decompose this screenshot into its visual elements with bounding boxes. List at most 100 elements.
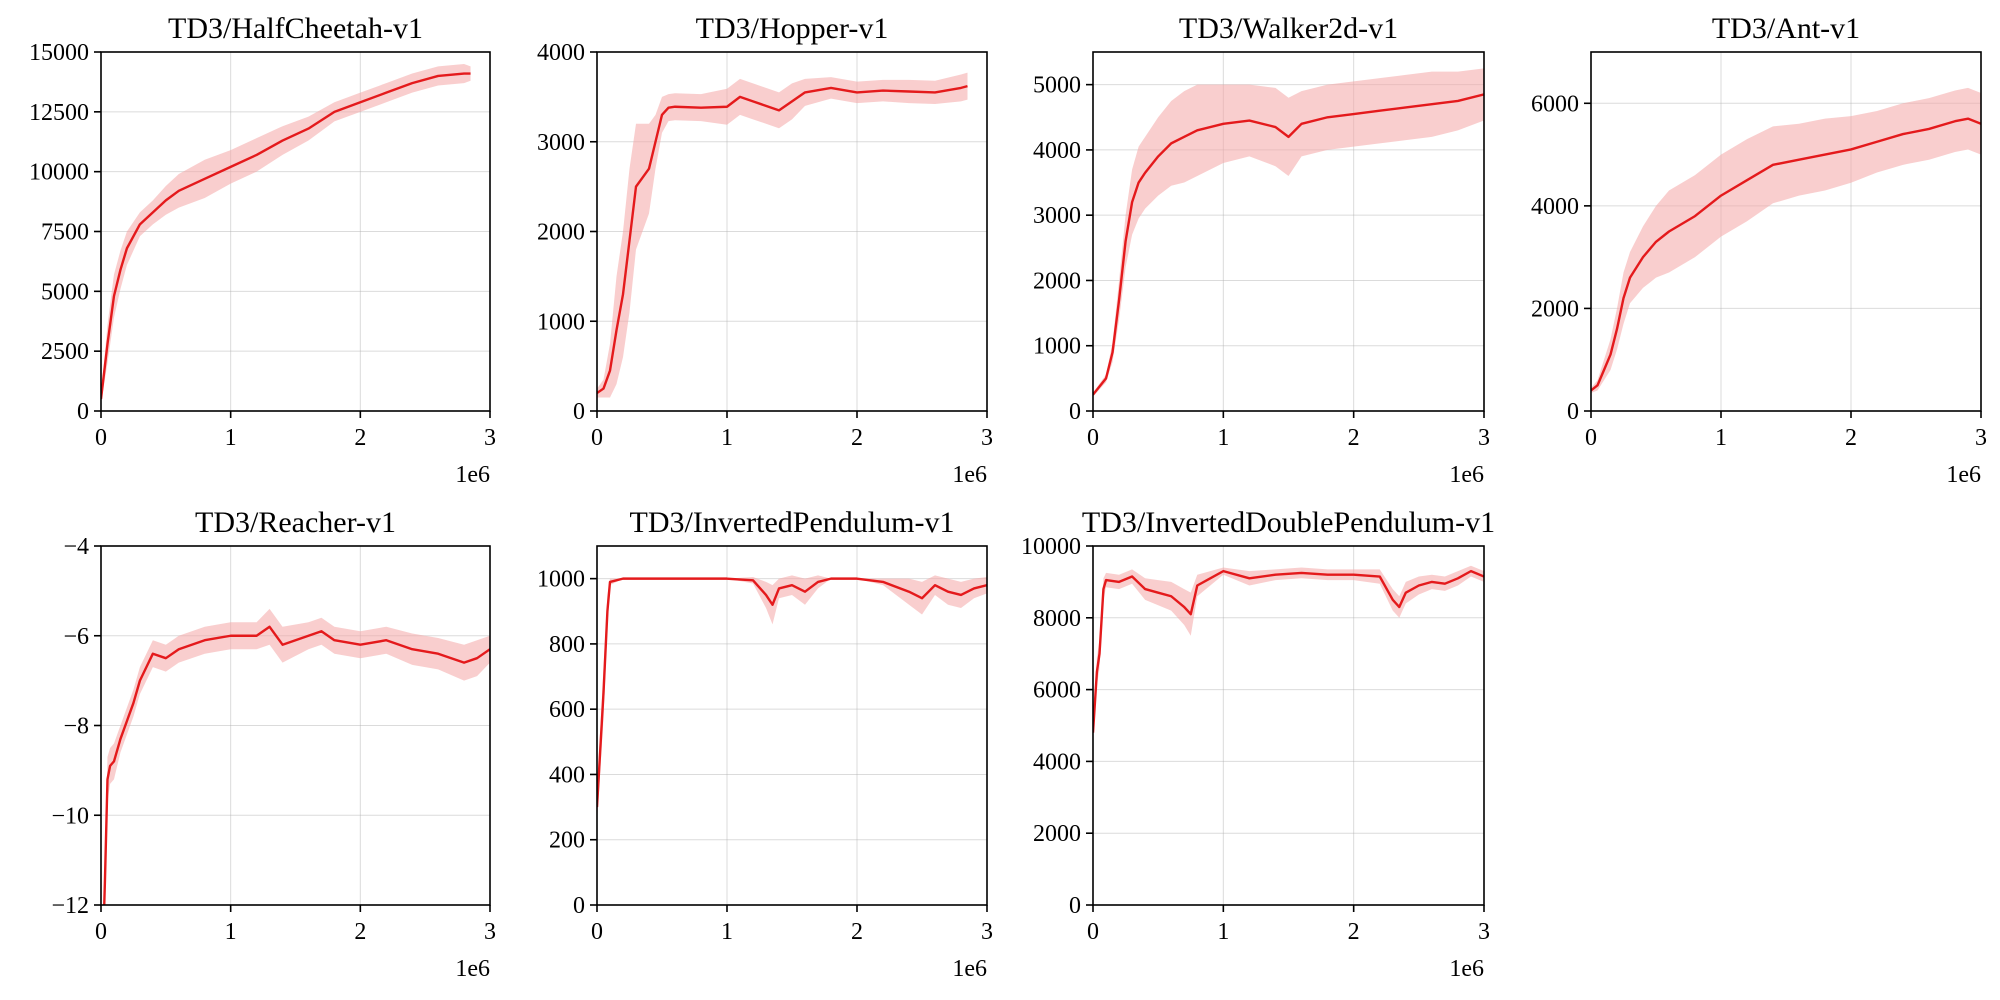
x-tick-label: 0 [591, 919, 603, 945]
chart-title: TD3/HalfCheetah-v1 [168, 12, 423, 45]
x-tick-label: 2 [1348, 919, 1360, 945]
chart-title: TD3/Walker2d-v1 [1179, 12, 1398, 45]
x-tick-label: 3 [1975, 425, 1987, 451]
y-tick-label: −6 [63, 624, 89, 650]
y-tick-label: 10000 [29, 160, 89, 186]
x-tick-label: 3 [484, 919, 496, 945]
chart-panel-3: 0 1 2 3 0 1000 2000 3000 4000 5000 1e6 TD3/Walker2d… [1033, 12, 1490, 488]
chart-panel-2: 0 1 2 3 0 1000 2000 3000 4000 1e6 TD3/Hopper-v1 [537, 12, 993, 488]
y-tick-label: 4000 [1531, 194, 1579, 220]
x-tick-label: 1 [225, 425, 237, 451]
series-line [101, 72, 471, 400]
series-line [1093, 93, 1484, 396]
y-tick-label: 0 [77, 399, 89, 425]
y-tick-label: −12 [51, 893, 89, 919]
x-offset-label: 1e6 [1449, 956, 1484, 982]
chart-title: TD3/Ant-v1 [1712, 12, 1860, 45]
x-tick-label: 1 [1217, 919, 1229, 945]
y-tick-label: 0 [573, 893, 585, 919]
chart-panel-7: 0 1 2 3 0 2000 4000 6000 8000 10000 1e6 TD3/Inverte… [1021, 506, 1495, 982]
y-tick-label: 4000 [1033, 138, 1081, 164]
series-band [1093, 68, 1484, 397]
series-line [1591, 117, 1981, 392]
y-tick-label: 2500 [41, 339, 89, 365]
y-tick-label: 8000 [1033, 606, 1081, 632]
x-offset-label: 1e6 [1946, 462, 1981, 488]
y-tick-label: 2000 [1033, 821, 1081, 847]
series-band [103, 608, 490, 905]
chart-panel-6: 0 1 2 3 0 200 400 600 800 1000 1e6 TD3/InvertedPend… [537, 506, 993, 982]
x-tick-label: 2 [851, 919, 863, 945]
y-tick-label: −8 [63, 714, 89, 740]
x-tick-label: 2 [354, 425, 366, 451]
y-tick-label: 3000 [1033, 203, 1081, 229]
y-tick-label: 200 [549, 828, 585, 854]
chart-panel-4: 0 1 2 3 0 2000 4000 6000 1e6 TD3/Ant-v1 [1531, 12, 1987, 488]
x-tick-label: 3 [484, 425, 496, 451]
plot-frame [596, 545, 988, 906]
y-tick-label: 0 [573, 399, 585, 425]
y-tick-label: 6000 [1531, 91, 1579, 117]
x-tick-label: 2 [354, 919, 366, 945]
y-tick-label: 1000 [537, 309, 585, 335]
y-tick-label: 5000 [41, 279, 89, 305]
x-tick-label: 0 [1087, 919, 1099, 945]
y-tick-label: −4 [63, 534, 89, 560]
x-tick-label: 3 [981, 919, 993, 945]
y-tick-label: −10 [51, 803, 89, 829]
plot-frame [1092, 545, 1485, 906]
y-tick-label: 12500 [29, 100, 89, 126]
x-offset-label: 1e6 [952, 462, 987, 488]
chart-panel-5: 0 1 2 3 −12 −10 −8 −6 −4 1e6 TD3/Reacher-v1 [51, 506, 496, 982]
y-tick-label: 0 [1069, 893, 1081, 919]
chart-title: TD3/InvertedDoublePendulum-v1 [1082, 506, 1495, 539]
x-tick-label: 1 [1217, 425, 1229, 451]
series-band [101, 63, 471, 404]
series-line [1093, 569, 1484, 733]
x-tick-label: 0 [1585, 425, 1597, 451]
x-tick-label: 3 [981, 425, 993, 451]
y-tick-label: 400 [549, 762, 585, 788]
x-offset-label: 1e6 [952, 956, 987, 982]
x-tick-label: 1 [721, 919, 733, 945]
y-tick-label: 15000 [29, 40, 89, 66]
x-tick-label: 1 [225, 919, 237, 945]
y-tick-label: 2000 [537, 220, 585, 246]
y-tick-label: 0 [1567, 399, 1579, 425]
y-tick-label: 10000 [1021, 534, 1081, 560]
y-tick-label: 1000 [1033, 334, 1081, 360]
x-tick-label: 1 [721, 425, 733, 451]
x-tick-label: 0 [95, 919, 107, 945]
x-tick-label: 0 [1087, 425, 1099, 451]
plot-frame [1092, 51, 1485, 412]
series-line [103, 625, 490, 905]
x-tick-label: 2 [851, 425, 863, 451]
y-tick-label: 600 [549, 697, 585, 723]
x-offset-label: 1e6 [455, 956, 490, 982]
y-tick-label: 7500 [41, 220, 89, 246]
y-tick-label: 4000 [1033, 749, 1081, 775]
x-tick-label: 1 [1715, 425, 1727, 451]
x-tick-label: 2 [1348, 425, 1360, 451]
x-tick-label: 2 [1845, 425, 1857, 451]
x-tick-label: 3 [1478, 425, 1490, 451]
x-tick-label: 0 [95, 425, 107, 451]
y-tick-label: 6000 [1033, 678, 1081, 704]
y-tick-label: 4000 [537, 40, 585, 66]
series-line [597, 84, 968, 395]
series-line [597, 577, 987, 808]
y-tick-label: 2000 [1033, 268, 1081, 294]
y-tick-label: 2000 [1531, 296, 1579, 322]
chart-title: TD3/Hopper-v1 [696, 12, 889, 45]
series-band [597, 72, 968, 398]
x-tick-label: 0 [591, 425, 603, 451]
plot-frame [1590, 51, 1982, 412]
x-tick-label: 3 [1478, 919, 1490, 945]
chart-title: TD3/InvertedPendulum-v1 [630, 506, 955, 539]
y-tick-label: 0 [1069, 399, 1081, 425]
y-tick-label: 3000 [537, 130, 585, 156]
series-band [597, 575, 987, 824]
series-band [1591, 87, 1981, 394]
y-tick-label: 1000 [537, 567, 585, 593]
